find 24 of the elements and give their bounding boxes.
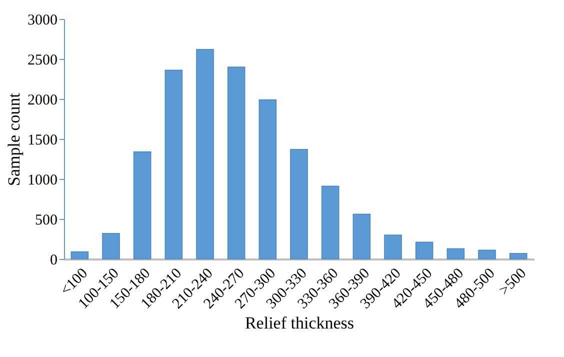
bar xyxy=(415,242,434,260)
x-axis-title: Relief thickness xyxy=(244,313,354,332)
bar xyxy=(164,70,183,260)
bar xyxy=(290,149,308,260)
bar xyxy=(227,66,246,260)
y-tick-label: 2000 xyxy=(28,92,58,108)
y-tick-label: 500 xyxy=(35,212,58,228)
bar xyxy=(446,248,465,260)
y-tick-label: 1500 xyxy=(28,132,58,148)
y-axis-title: Sample count xyxy=(4,92,24,186)
bar xyxy=(133,151,152,260)
y-tick-label: 2500 xyxy=(28,52,58,68)
bar xyxy=(321,186,340,260)
bar xyxy=(102,233,120,260)
bar xyxy=(509,253,528,260)
y-tick-label: 0 xyxy=(50,252,58,268)
bar xyxy=(352,214,371,260)
y-tick-label: 1000 xyxy=(28,172,58,188)
bar xyxy=(478,250,496,260)
bar xyxy=(196,49,214,260)
bar xyxy=(384,234,402,260)
bar xyxy=(258,99,277,260)
bar xyxy=(70,251,89,260)
y-tick-label: 3000 xyxy=(28,12,58,28)
